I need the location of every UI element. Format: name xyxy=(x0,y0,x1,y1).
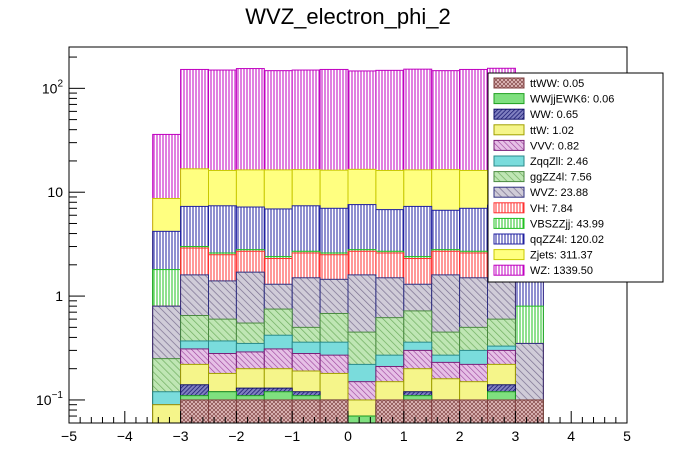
x-tick-label: −5 xyxy=(61,428,77,444)
bar-ttww-11 xyxy=(459,399,489,423)
bar-ttww-9 xyxy=(403,399,433,423)
bar-ttww-8 xyxy=(375,399,405,423)
bar-ttww-12 xyxy=(487,399,516,423)
x-tick-label: −3 xyxy=(173,428,189,444)
y-tick-label: 10 xyxy=(47,184,63,200)
x-tick-label: 1 xyxy=(400,428,408,444)
x-axis: −5 −4 −3 −2 −1 0 1 2 3 4 5 xyxy=(61,411,631,444)
bar-ttww-6 xyxy=(319,399,349,423)
legend-swatch xyxy=(493,124,525,136)
legend-label: WZ: 1339.50 xyxy=(530,265,593,277)
legend-label: ttW: 1.02 xyxy=(530,125,574,137)
legend-swatch xyxy=(493,249,525,261)
bar-ttww-2 xyxy=(208,399,237,423)
legend-label: ggZZ4l: 7.56 xyxy=(530,172,592,184)
histogram-bars xyxy=(152,67,544,423)
legend-swatch xyxy=(493,108,525,120)
x-tick-label: 3 xyxy=(512,428,520,444)
legend-label: VVV: 0.82 xyxy=(530,140,579,152)
x-tick-label: 2 xyxy=(456,428,464,444)
x-tick-label: 0 xyxy=(344,428,352,444)
legend-swatch xyxy=(493,77,525,89)
x-tick-label: 5 xyxy=(623,428,631,444)
legend: ttWW: 0.05 WWjjEWK6: 0.06 WW: 0.65 ttW: 1.0… xyxy=(487,72,664,283)
x-tick-label: −2 xyxy=(228,428,244,444)
legend-swatch xyxy=(493,171,525,183)
x-tick-label: −1 xyxy=(284,428,300,444)
legend-label: qqZZ4l: 120.02 xyxy=(530,234,604,246)
y-tick-label: 10−1 xyxy=(36,390,63,408)
legend-label: VBSZZjj: 43.99 xyxy=(530,218,604,230)
legend-label: WWjjEWK6: 0.06 xyxy=(530,94,614,106)
legend-swatch xyxy=(493,139,525,151)
y-tick-label: 102 xyxy=(42,78,64,96)
legend-swatch xyxy=(493,155,525,167)
x-tick-label: −4 xyxy=(117,428,133,444)
legend-swatch xyxy=(493,186,525,198)
series-ttww xyxy=(180,399,544,423)
legend-swatch xyxy=(493,217,525,229)
legend-label: Zjets: 311.37 xyxy=(530,250,593,262)
y-tick-label: 1 xyxy=(55,288,63,304)
legend-swatch xyxy=(493,264,525,276)
x-tick-label: 4 xyxy=(567,428,575,444)
bar-ttww-1 xyxy=(180,399,210,423)
bar-ttww-13 xyxy=(514,399,544,423)
bar-ttww-4 xyxy=(263,399,293,423)
bar-ttww-10 xyxy=(431,399,461,423)
chart-title: WVZ_electron_phi_2 xyxy=(245,4,450,29)
legend-swatch xyxy=(493,202,525,214)
legend-swatch xyxy=(493,93,525,105)
bar-wwjjewk6-7 xyxy=(347,415,377,423)
legend-label: WVZ: 23.88 xyxy=(530,187,588,199)
legend-label: ZqqZll: 2.46 xyxy=(530,156,588,168)
legend-label: WW: 0.65 xyxy=(530,109,578,121)
legend-swatch xyxy=(493,233,525,245)
legend-label: VH: 7.84 xyxy=(530,203,573,215)
bar-ttww-5 xyxy=(291,399,321,423)
legend-label: ttWW: 0.05 xyxy=(530,78,584,90)
bar-ttw-0 xyxy=(152,404,182,423)
y-axis: 10−1 1 10 102 xyxy=(36,56,85,424)
bar-ttww-3 xyxy=(235,399,265,423)
